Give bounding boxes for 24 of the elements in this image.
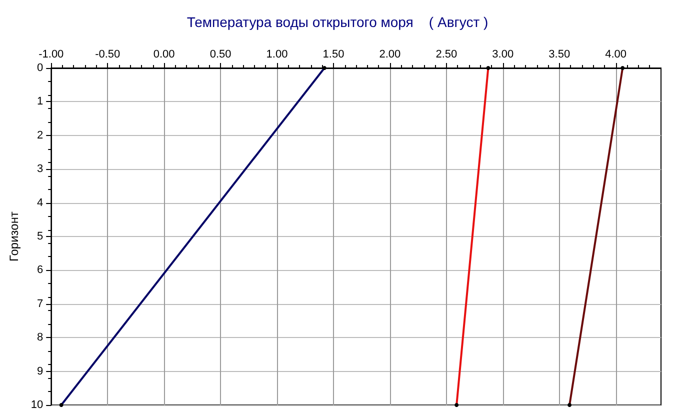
x-tick-label: 2.50: [436, 48, 458, 60]
y-tick-label: 5: [37, 230, 44, 242]
x-tick-label: -0.50: [95, 48, 120, 60]
y-tick-label: 4: [37, 196, 44, 209]
y-tick-label: 0: [37, 62, 44, 74]
y-tick-label: 9: [37, 365, 44, 378]
x-tick-label: 0.00: [153, 48, 175, 60]
y-tick-label: 3: [37, 163, 44, 176]
x-tick-label: 4.00: [605, 48, 627, 60]
y-tick-label: 7: [37, 298, 44, 310]
y-tick-label: 6: [37, 264, 44, 276]
x-tick-label: 3.00: [492, 48, 514, 60]
y-tick-label: 1: [37, 96, 44, 108]
y-tick-label: 10: [30, 399, 44, 411]
x-tick-label: 1.00: [266, 48, 288, 60]
x-tick-label: 0.50: [210, 48, 232, 60]
x-tick-label: 3.50: [548, 48, 570, 60]
y-tick-label: 8: [37, 332, 44, 344]
y-tick-label: 2: [37, 129, 44, 142]
x-tick-label: -1.00: [38, 48, 64, 60]
chart-title: Температура воды открытого моря ( Август ): [186, 14, 488, 30]
x-tick-label: 1.50: [322, 48, 344, 60]
y-axis-title: Горизонт: [7, 211, 21, 262]
x-tick-label: 2.00: [379, 48, 401, 60]
